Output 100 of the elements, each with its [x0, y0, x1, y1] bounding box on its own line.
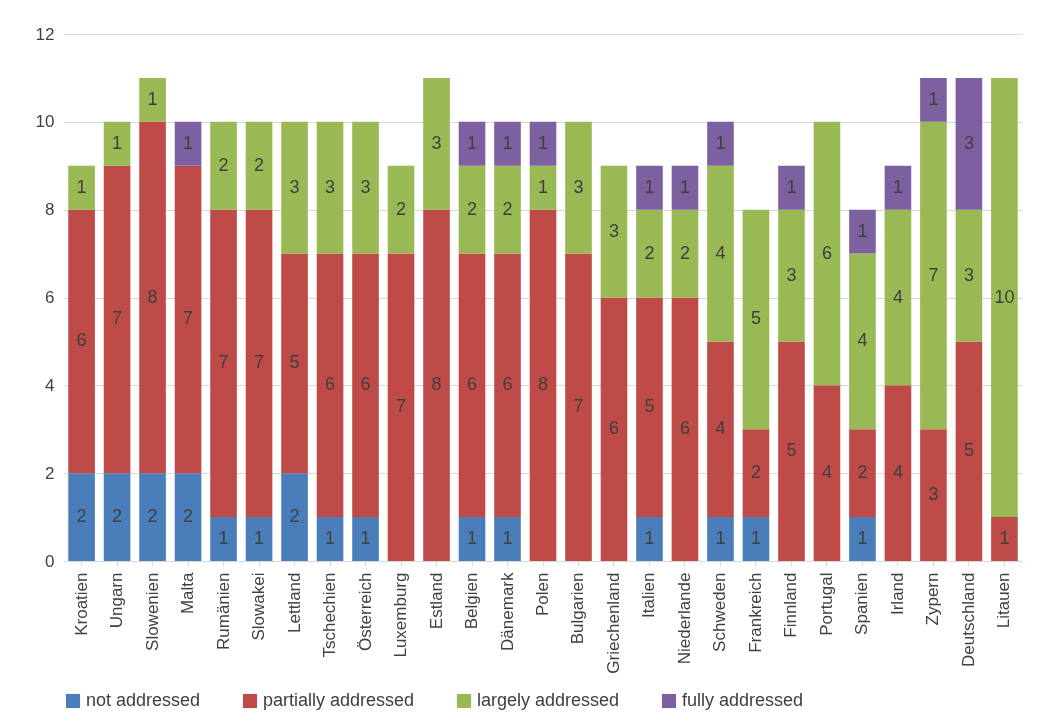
- data-label: 8: [537, 374, 549, 395]
- legend-label: not addressed: [86, 690, 201, 710]
- bar: [778, 209, 805, 342]
- data-label: 1: [112, 132, 123, 153]
- bar: [423, 77, 450, 210]
- bar: [636, 209, 663, 298]
- data-label: 7: [218, 352, 229, 373]
- data-label: 4: [715, 418, 726, 439]
- y-tick-label: 6: [45, 288, 55, 307]
- x-tick-label: Malta: [178, 571, 198, 615]
- bar: [671, 209, 699, 298]
- bar: [565, 121, 592, 254]
- data-label: 4: [821, 462, 832, 483]
- data-label: 3: [928, 484, 939, 505]
- data-label: 1: [679, 176, 690, 197]
- data-label: 3: [431, 132, 442, 153]
- x-tick-label: Lettland: [284, 572, 304, 633]
- data-label: 1: [360, 528, 371, 549]
- bar: [920, 429, 947, 561]
- y-tick-label: 8: [45, 200, 55, 220]
- data-label: 1: [786, 176, 797, 197]
- data-label: 3: [608, 220, 619, 241]
- data-label: 7: [254, 352, 265, 373]
- data-label: 5: [750, 308, 761, 329]
- y-tick-label: 12: [35, 24, 55, 44]
- bar: [955, 77, 983, 210]
- x-tick-label: Zypern: [923, 572, 943, 626]
- x-tick-label: Kroatien: [71, 572, 91, 636]
- bar: [103, 121, 131, 166]
- data-label: 4: [892, 462, 903, 483]
- data-label: 2: [147, 506, 158, 527]
- x-tick-label: Rumänien: [213, 572, 233, 650]
- data-label: 5: [963, 440, 974, 461]
- data-label: 7: [183, 308, 194, 329]
- bar: [245, 121, 273, 210]
- bar: [813, 385, 841, 561]
- bar: [352, 253, 379, 518]
- bar: [778, 341, 805, 561]
- data-label: 1: [537, 132, 549, 153]
- bar: [742, 209, 770, 430]
- data-label: 1: [857, 528, 868, 549]
- bar: [316, 121, 344, 254]
- x-tick-label: Irland: [887, 572, 907, 616]
- bar: [139, 77, 166, 122]
- bar: [245, 209, 273, 518]
- bar: [458, 165, 486, 254]
- x-tick-label: Tschechien: [320, 572, 340, 658]
- bar: [210, 121, 237, 210]
- data-label: 1: [715, 528, 726, 549]
- x-tick-label: Estland: [426, 572, 446, 630]
- bar: [920, 121, 947, 430]
- bar: [707, 121, 734, 166]
- x-tick-label: Slowenien: [142, 572, 162, 651]
- data-label: 1: [999, 528, 1010, 549]
- data-label: 1: [502, 132, 513, 153]
- x-tick-label: Dänemark: [497, 572, 517, 651]
- bar: [281, 473, 308, 561]
- bar: [636, 297, 663, 518]
- bar: [139, 121, 166, 474]
- x-tick-label: Ungarn: [107, 572, 127, 629]
- data-label: 3: [963, 132, 974, 153]
- bar: [955, 341, 983, 561]
- bar: [991, 517, 1018, 561]
- bar: [600, 165, 628, 298]
- data-label: 8: [147, 286, 158, 307]
- bar: [316, 517, 344, 561]
- bar: [316, 253, 344, 518]
- bar: [387, 165, 415, 254]
- data-label: 6: [502, 374, 513, 395]
- bar: [707, 517, 734, 561]
- bar: [955, 209, 983, 342]
- bar: [458, 253, 486, 518]
- bar: [210, 209, 237, 518]
- bar: [849, 209, 876, 254]
- data-label: 2: [76, 506, 87, 527]
- y-tick-label: 0: [45, 551, 55, 571]
- bar: [458, 121, 486, 166]
- data-label: 6: [360, 374, 371, 395]
- bar: [423, 209, 450, 561]
- data-label: 2: [679, 242, 690, 263]
- data-label: 3: [963, 264, 974, 285]
- bar: [707, 341, 734, 518]
- data-label: 2: [502, 198, 513, 219]
- bar: [849, 253, 876, 430]
- data-label: 1: [218, 528, 229, 549]
- data-label: 1: [183, 132, 194, 153]
- data-label: 3: [786, 264, 797, 285]
- data-label: 2: [644, 242, 655, 263]
- x-tick-label: Portugal: [816, 572, 836, 636]
- bar: [210, 517, 237, 561]
- data-label: 1: [928, 88, 939, 109]
- bar: [103, 473, 131, 561]
- bar: [636, 517, 663, 561]
- bar: [494, 517, 521, 561]
- bar: [281, 121, 308, 254]
- bar: [529, 121, 557, 166]
- data-label: 4: [892, 286, 903, 307]
- x-tick-label: Litauen: [994, 572, 1014, 629]
- bar: [174, 473, 202, 561]
- bar: [884, 165, 912, 210]
